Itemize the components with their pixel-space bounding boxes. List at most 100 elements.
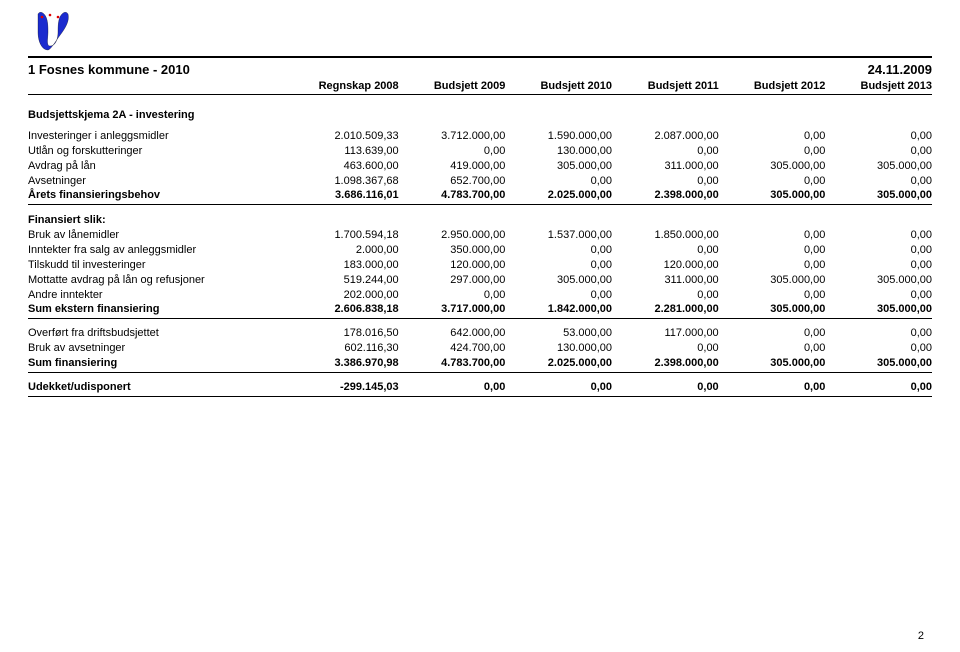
- row-value: 0,00: [612, 380, 719, 395]
- row-value: 463.600,00: [292, 159, 399, 174]
- row-value: 0,00: [399, 380, 506, 395]
- row-value: 0,00: [612, 341, 719, 356]
- row-value: 311.000,00: [612, 159, 719, 174]
- row-value: 130.000,00: [505, 144, 612, 159]
- row-value: 311.000,00: [612, 273, 719, 288]
- row-value: 419.000,00: [399, 159, 506, 174]
- row-value: 305.000,00: [719, 188, 826, 203]
- column-header: Budsjett 2009: [399, 80, 506, 92]
- row-value: 519.244,00: [292, 273, 399, 288]
- header-row: 1 Fosnes kommune - 2010 24.11.2009: [28, 58, 932, 80]
- row-value: 2.010.509,33: [292, 129, 399, 144]
- table-row: Tilskudd til investeringer183.000,00120.…: [28, 258, 932, 273]
- row-value: 0,00: [612, 243, 719, 258]
- table-row: Inntekter fra salg av anleggsmidler2.000…: [28, 243, 932, 258]
- row-value: 0,00: [719, 243, 826, 258]
- group-divider: [28, 318, 932, 319]
- row-value: 0,00: [505, 288, 612, 303]
- row-value: 4.783.700,00: [399, 356, 506, 371]
- row-label: Bruk av lånemidler: [28, 228, 292, 243]
- row-label: Utlån og forskutteringer: [28, 144, 292, 159]
- row-value: 2.025.000,00: [505, 188, 612, 203]
- row-value: 1.700.594,18: [292, 228, 399, 243]
- row-value: 0,00: [825, 380, 932, 395]
- row-value: 642.000,00: [399, 326, 506, 341]
- header-right: 24.11.2009: [868, 62, 932, 77]
- table-row: Udekket/udisponert-299.145,030,000,000,0…: [28, 380, 932, 395]
- row-value: 0,00: [825, 174, 932, 189]
- column-header: Regnskap 2008: [292, 80, 399, 92]
- row-label: Sum ekstern finansiering: [28, 302, 292, 317]
- municipality-logo-icon: [28, 8, 72, 52]
- row-value: 0,00: [825, 144, 932, 159]
- table-row: Investeringer i anleggsmidler2.010.509,3…: [28, 129, 932, 144]
- row-label: Avdrag på lån: [28, 159, 292, 174]
- row-value: 53.000,00: [505, 326, 612, 341]
- row-value: 1.590.000,00: [505, 129, 612, 144]
- row-value: 0,00: [719, 129, 826, 144]
- row-value: 2.398.000,00: [612, 188, 719, 203]
- row-value: -299.145,03: [292, 380, 399, 395]
- row-label: Mottatte avdrag på lån og refusjoner: [28, 273, 292, 288]
- row-label: Årets finansieringsbehov: [28, 188, 292, 203]
- row-value: 113.639,00: [292, 144, 399, 159]
- data-groups: Investeringer i anleggsmidler2.010.509,3…: [28, 129, 932, 397]
- row-value: 0,00: [612, 174, 719, 189]
- row-value: 1.098.367,68: [292, 174, 399, 189]
- column-header: Budsjett 2011: [612, 80, 719, 92]
- row-value: 3.686.116,01: [292, 188, 399, 203]
- row-value: 0,00: [719, 288, 826, 303]
- table-row: Mottatte avdrag på lån og refusjoner519.…: [28, 273, 932, 288]
- row-value: 305.000,00: [719, 302, 826, 317]
- row-value: 2.000,00: [292, 243, 399, 258]
- row-value: 2.606.838,18: [292, 302, 399, 317]
- table-row: Sum finansiering3.386.970,984.783.700,00…: [28, 356, 932, 371]
- row-value: 0,00: [719, 228, 826, 243]
- table-row: Utlån og forskutteringer113.639,000,0013…: [28, 144, 932, 159]
- row-value: 652.700,00: [399, 174, 506, 189]
- row-value: 2.398.000,00: [612, 356, 719, 371]
- row-value: 4.783.700,00: [399, 188, 506, 203]
- row-value: 2.025.000,00: [505, 356, 612, 371]
- row-value: 1.850.000,00: [612, 228, 719, 243]
- row-value: 305.000,00: [825, 356, 932, 371]
- header-left: 1 Fosnes kommune - 2010: [28, 62, 190, 77]
- table-row: Bruk av avsetninger602.116,30424.700,001…: [28, 341, 932, 356]
- row-value: 305.000,00: [505, 159, 612, 174]
- section-title: Budsjettskjema 2A - investering: [28, 95, 932, 129]
- row-value: 305.000,00: [719, 356, 826, 371]
- table-row: Overført fra driftsbudsjettet178.016,506…: [28, 326, 932, 341]
- row-label: Avsetninger: [28, 174, 292, 189]
- row-value: 0,00: [719, 380, 826, 395]
- page-number: 2: [918, 630, 924, 642]
- row-value: 0,00: [825, 243, 932, 258]
- column-header: Budsjett 2013: [825, 80, 932, 92]
- row-value: 0,00: [719, 326, 826, 341]
- row-value: 0,00: [505, 380, 612, 395]
- row-label: Investeringer i anleggsmidler: [28, 129, 292, 144]
- row-value: 120.000,00: [399, 258, 506, 273]
- row-value: 0,00: [612, 288, 719, 303]
- row-value: 297.000,00: [399, 273, 506, 288]
- row-value: 0,00: [825, 129, 932, 144]
- row-label: Overført fra driftsbudsjettet: [28, 326, 292, 341]
- row-value: 0,00: [399, 288, 506, 303]
- row-value: 305.000,00: [505, 273, 612, 288]
- column-headers: Regnskap 2008 Budsjett 2009 Budsjett 201…: [28, 80, 932, 94]
- row-value: 3.386.970,98: [292, 356, 399, 371]
- row-label: Inntekter fra salg av anleggsmidler: [28, 243, 292, 258]
- row-value: 0,00: [505, 258, 612, 273]
- row-value: 0,00: [719, 341, 826, 356]
- row-label: Bruk av avsetninger: [28, 341, 292, 356]
- row-value: 350.000,00: [399, 243, 506, 258]
- row-value: 0,00: [612, 144, 719, 159]
- column-header: Budsjett 2012: [719, 80, 826, 92]
- row-value: 0,00: [719, 174, 826, 189]
- row-value: 2.281.000,00: [612, 302, 719, 317]
- row-value: 305.000,00: [825, 159, 932, 174]
- group-divider: [28, 372, 932, 373]
- row-value: 0,00: [825, 326, 932, 341]
- row-value: 0,00: [399, 144, 506, 159]
- row-value: 2.087.000,00: [612, 129, 719, 144]
- row-value: 305.000,00: [825, 273, 932, 288]
